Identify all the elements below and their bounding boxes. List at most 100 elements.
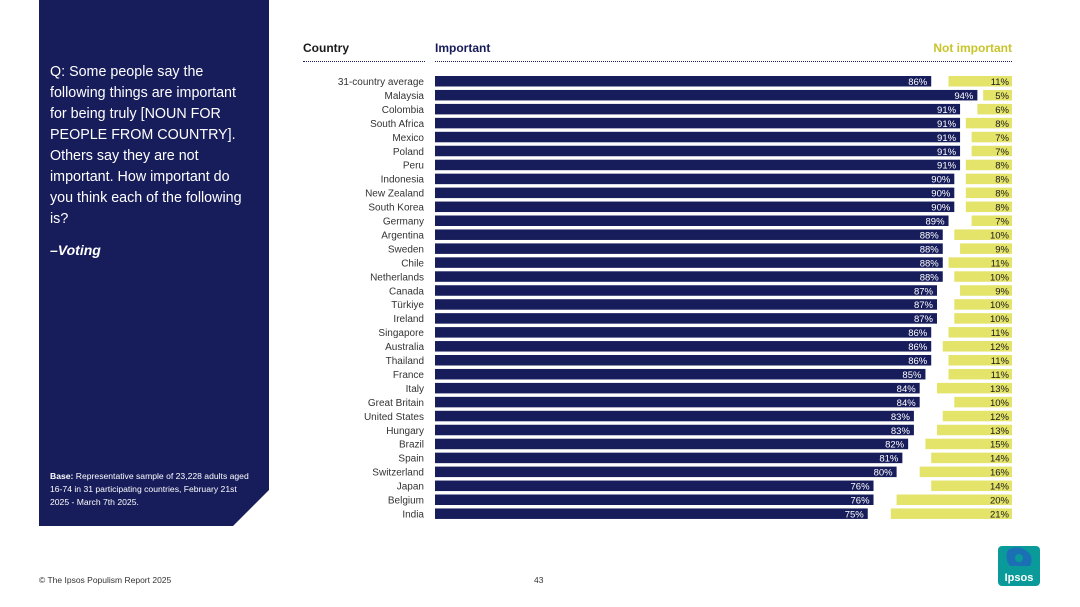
bar-important-label: 90% xyxy=(931,203,951,214)
bar-important xyxy=(435,508,868,519)
bar-important-label: 88% xyxy=(920,272,940,283)
bar-not-important-label: 14% xyxy=(990,482,1010,493)
bar-not-important xyxy=(890,508,1012,519)
bar-important-label: 87% xyxy=(914,286,934,297)
bar-not-important xyxy=(971,215,1012,226)
bar-not-important xyxy=(942,410,1012,422)
bar-important xyxy=(435,424,914,436)
bar-not-important xyxy=(925,438,1012,450)
bar-important-label: 90% xyxy=(931,189,951,200)
bar-important xyxy=(435,173,955,185)
bar-important-label: 84% xyxy=(897,384,917,395)
bar-not-important-label: 8% xyxy=(995,161,1009,172)
bar-not-important-label: 21% xyxy=(990,509,1010,520)
country-label: South Africa xyxy=(370,119,424,130)
country-label: Hungary xyxy=(386,426,424,437)
bar-not-important-label: 10% xyxy=(990,398,1010,409)
bar-important xyxy=(435,327,932,338)
bar-important xyxy=(435,187,955,199)
bar-not-important xyxy=(936,424,1012,436)
bar-important xyxy=(435,103,961,115)
country-label: Netherlands xyxy=(370,272,424,283)
bar-important xyxy=(435,159,961,171)
country-label: Chile xyxy=(401,258,424,269)
logo-text: Ipsos xyxy=(1005,572,1034,584)
bar-important xyxy=(435,229,943,240)
bar-not-important-label: 10% xyxy=(990,300,1010,311)
country-label: Brazil xyxy=(399,440,424,451)
bar-not-important-label: 9% xyxy=(995,286,1009,297)
bar-important-label: 82% xyxy=(885,440,905,451)
bar-important-label: 86% xyxy=(908,77,928,88)
bar-not-important-label: 16% xyxy=(990,468,1010,479)
bar-not-important xyxy=(948,257,1012,268)
country-label: United States xyxy=(364,412,424,423)
column-header-country: Country xyxy=(303,41,349,55)
question-panel: Q: Some people say the following things … xyxy=(39,0,269,526)
bar-important-label: 91% xyxy=(937,161,957,172)
bar-important xyxy=(435,271,943,282)
bar-important-label: 88% xyxy=(920,230,940,241)
bar-important xyxy=(435,299,937,310)
bar-important xyxy=(435,452,903,464)
bar-not-important xyxy=(965,159,1012,171)
question-text: Q: Some people say the following things … xyxy=(50,64,242,227)
country-label: Belgium xyxy=(388,496,424,507)
bar-not-important xyxy=(954,229,1012,240)
country-label: Japan xyxy=(397,482,424,493)
bar-not-important-label: 11% xyxy=(991,77,1010,88)
country-label: Spain xyxy=(398,454,424,465)
bar-not-important xyxy=(948,76,1012,87)
ipsos-logo: Ipsos xyxy=(998,546,1040,586)
bar-not-important xyxy=(960,285,1012,296)
country-label: Ireland xyxy=(393,314,424,325)
bar-important xyxy=(435,368,926,380)
bar-important-label: 88% xyxy=(920,258,940,269)
country-label: France xyxy=(393,370,425,381)
country-label: Poland xyxy=(393,147,424,158)
bar-important-label: 76% xyxy=(851,482,871,493)
country-label: Argentina xyxy=(381,230,424,241)
country-label: New Zealand xyxy=(365,189,424,200)
bar-not-important-label: 7% xyxy=(995,217,1009,228)
page-number: 43 xyxy=(534,575,544,585)
bar-not-important-label: 11% xyxy=(991,356,1010,367)
bar-not-important xyxy=(931,480,1012,492)
bar-important-label: 91% xyxy=(937,133,957,144)
bar-important xyxy=(435,117,961,129)
bar-important-label: 89% xyxy=(926,217,946,228)
bar-important-label: 88% xyxy=(920,244,940,255)
bar-important-label: 87% xyxy=(914,314,934,325)
bar-not-important-label: 20% xyxy=(990,496,1010,507)
bar-not-important xyxy=(919,466,1012,478)
bar-important-label: 91% xyxy=(937,105,957,116)
bar-not-important xyxy=(971,145,1012,157)
bar-important xyxy=(435,145,961,157)
bar-not-important-label: 8% xyxy=(995,203,1009,214)
base-text: Representative sample of 23,228 adults a… xyxy=(50,471,249,507)
bar-not-important-label: 11% xyxy=(991,370,1010,381)
base-note: Base: Representative sample of 23,228 ad… xyxy=(50,470,255,509)
bar-important xyxy=(435,341,932,352)
bar-not-important xyxy=(954,299,1012,310)
bar-important xyxy=(435,355,932,366)
country-label: Sweden xyxy=(388,244,424,255)
header-divider-chart xyxy=(435,61,1012,62)
bar-not-important-label: 8% xyxy=(995,119,1009,130)
bar-not-important-label: 13% xyxy=(990,426,1010,437)
bar-not-important xyxy=(942,341,1012,352)
country-label: Switzerland xyxy=(372,468,424,479)
bar-important xyxy=(435,257,943,268)
bar-not-important xyxy=(965,173,1012,185)
bar-important-label: 84% xyxy=(897,398,917,409)
bar-not-important xyxy=(960,243,1012,254)
bar-important xyxy=(435,201,955,213)
bar-important xyxy=(435,480,874,492)
bar-important xyxy=(435,466,897,478)
country-label: South Korea xyxy=(368,203,424,214)
bar-not-important-label: 6% xyxy=(995,105,1009,116)
country-label: Germany xyxy=(383,217,424,228)
bar-not-important xyxy=(896,494,1012,505)
country-label: Singapore xyxy=(378,328,424,339)
